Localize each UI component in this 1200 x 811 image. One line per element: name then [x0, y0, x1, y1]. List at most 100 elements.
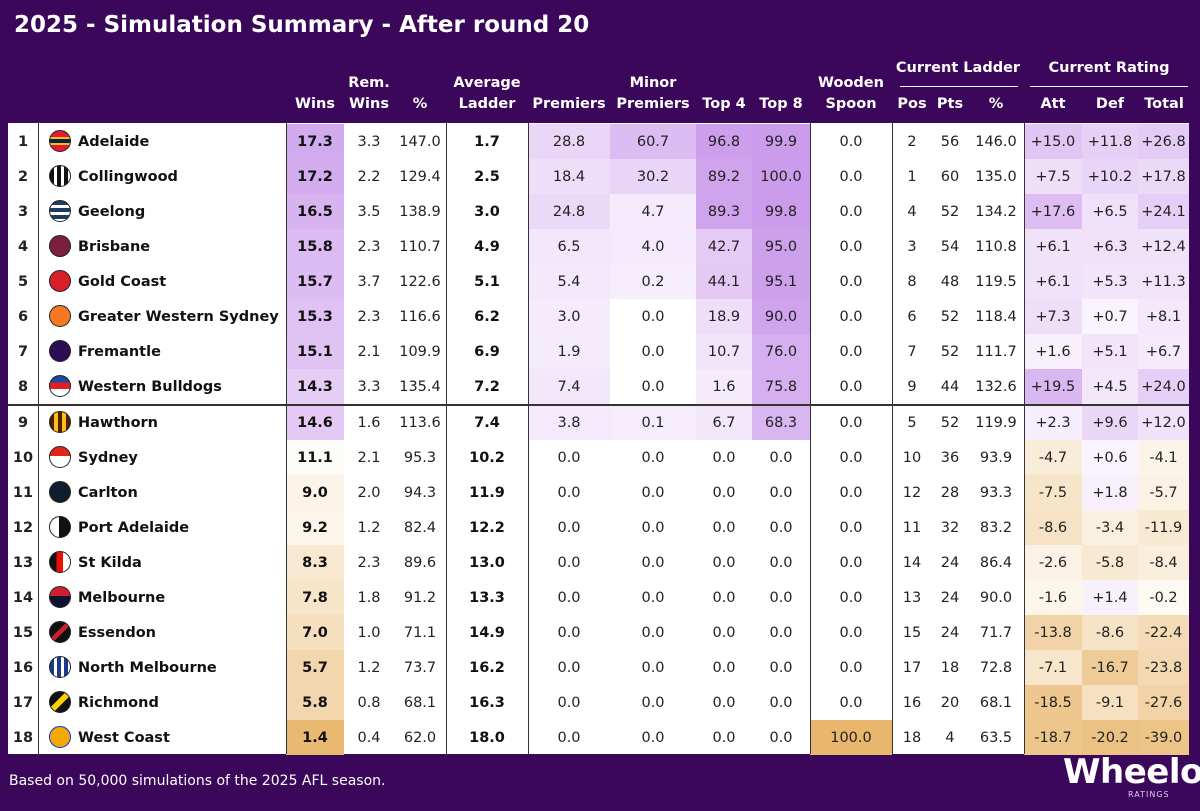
cell-att: -13.8 — [1024, 615, 1082, 650]
column-divider — [1024, 123, 1025, 754]
header-pts: Pts — [936, 96, 964, 112]
cell-att: +17.6 — [1024, 194, 1082, 229]
cell-wins: 15.1 — [286, 334, 344, 369]
cell-minor: 0.0 — [641, 624, 665, 641]
cell-rem: 1.6 — [357, 414, 381, 431]
cell-pct: 73.7 — [403, 659, 437, 676]
cell-clpct: 146.0 — [975, 133, 1017, 150]
cell-pos: 3 — [907, 238, 917, 255]
cell-minor: 0.0 — [641, 519, 665, 536]
cell-top4: 0.0 — [712, 589, 736, 606]
cell-rank: 7 — [17, 343, 29, 360]
cell-att: -18.5 — [1024, 685, 1082, 720]
melbourne-logo-icon — [49, 586, 71, 608]
cell-top8: 99.8 — [752, 194, 810, 229]
cell-def: +0.7 — [1082, 299, 1138, 334]
cell-top4: 0.0 — [712, 449, 736, 466]
cell-rem: 3.5 — [357, 203, 381, 220]
cell-att: +15.0 — [1024, 124, 1082, 159]
cell-total: -5.7 — [1138, 475, 1189, 510]
cell-clpct: 72.8 — [979, 659, 1013, 676]
cell-rank: 10 — [12, 449, 34, 466]
cell-pos: 4 — [907, 203, 917, 220]
cell-def: +10.2 — [1082, 159, 1138, 194]
cell-total: -11.9 — [1138, 510, 1189, 545]
cell-clpct: 86.4 — [979, 554, 1013, 571]
cell-def: -5.8 — [1082, 545, 1138, 580]
cell-minor: 60.7 — [610, 124, 696, 159]
cell-rank: 3 — [17, 203, 29, 220]
cell-pts: 60 — [940, 168, 960, 185]
cell-avg: 2.5 — [474, 168, 500, 185]
cell-wins: 9.0 — [286, 475, 344, 510]
cell-rank: 17 — [12, 694, 34, 711]
cell-clpct: 68.1 — [979, 694, 1013, 711]
cell-pct: 94.3 — [403, 484, 437, 501]
cell-clpct: 135.0 — [975, 168, 1017, 185]
cell-avg: 3.0 — [474, 203, 500, 220]
cell-spoon: 0.0 — [839, 694, 863, 711]
header-wins: Wins — [295, 96, 335, 112]
cell-team: Fremantle — [78, 343, 161, 360]
cell-avg: 6.2 — [474, 308, 500, 325]
cell-team: Adelaide — [78, 133, 150, 150]
cell-prem: 0.0 — [557, 624, 581, 641]
geelong-logo-icon — [49, 200, 71, 222]
cell-team: West Coast — [78, 729, 170, 746]
cell-wins: 14.6 — [286, 405, 344, 440]
cell-team: Richmond — [78, 694, 159, 711]
cell-top4: 0.0 — [712, 554, 736, 571]
cell-clpct: 119.5 — [975, 273, 1017, 290]
cell-rank: 13 — [12, 554, 34, 571]
cell-att: +1.6 — [1024, 334, 1082, 369]
column-divider — [38, 123, 39, 754]
west-coast-logo-icon — [49, 726, 71, 748]
cell-pos: 9 — [907, 378, 917, 395]
cell-pos: 7 — [907, 343, 917, 360]
cell-spoon: 0.0 — [839, 449, 863, 466]
cell-rem: 2.1 — [357, 343, 381, 360]
cell-rank: 1 — [17, 133, 29, 150]
cell-clpct: 110.8 — [975, 238, 1017, 255]
cell-att: -7.5 — [1024, 475, 1082, 510]
cell-pts: 36 — [940, 449, 960, 466]
header-current-ladder: Current Ladder — [895, 60, 1021, 76]
cell-def: +0.6 — [1082, 440, 1138, 475]
cell-total: -4.1 — [1138, 440, 1189, 475]
richmond-logo-icon — [49, 691, 71, 713]
cell-total: +6.7 — [1138, 334, 1189, 369]
cell-pts: 52 — [940, 414, 960, 431]
cell-team: Geelong — [78, 203, 146, 220]
cell-prem: 1.9 — [528, 334, 610, 369]
cell-pos: 10 — [902, 449, 922, 466]
collingwood-logo-icon — [49, 165, 71, 187]
cell-total: +24.1 — [1138, 194, 1189, 229]
cell-avg: 1.7 — [474, 133, 500, 150]
cell-wins: 15.3 — [286, 299, 344, 334]
cell-rank: 11 — [12, 484, 34, 501]
cell-pos: 14 — [902, 554, 922, 571]
cell-avg: 5.1 — [474, 273, 500, 290]
cell-pct: 147.0 — [399, 133, 441, 150]
cell-wins: 7.0 — [286, 615, 344, 650]
cell-avg: 4.9 — [474, 238, 500, 255]
cell-clpct: 63.5 — [979, 729, 1013, 746]
cell-prem: 0.0 — [557, 659, 581, 676]
cell-total: +17.8 — [1138, 159, 1189, 194]
cell-top8: 0.0 — [769, 624, 793, 641]
cell-top8: 0.0 — [769, 449, 793, 466]
cell-minor: 0.0 — [641, 484, 665, 501]
cell-top8: 99.9 — [752, 124, 810, 159]
brisbane-logo-icon — [49, 235, 71, 257]
cell-minor: 0.0 — [641, 449, 665, 466]
cell-top8: 0.0 — [769, 519, 793, 536]
cell-rank: 4 — [17, 238, 29, 255]
cell-top8: 68.3 — [752, 405, 810, 440]
cell-att: -18.7 — [1024, 720, 1082, 755]
cell-att: -8.6 — [1024, 510, 1082, 545]
cell-att: +6.1 — [1024, 229, 1082, 264]
cell-wins: 17.3 — [286, 124, 344, 159]
cell-rank: 14 — [12, 589, 34, 606]
top-eight-separator — [8, 404, 1189, 406]
header-total: Total — [1144, 96, 1184, 112]
